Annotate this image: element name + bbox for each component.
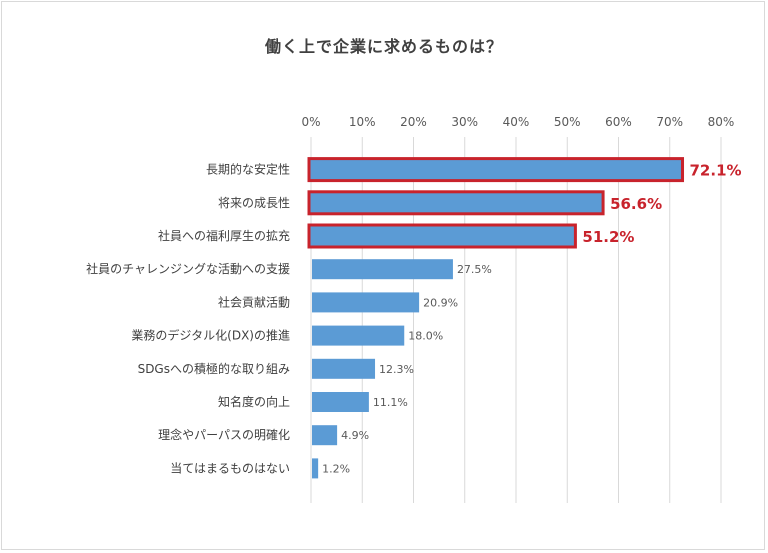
highlighted-bar <box>307 223 577 249</box>
data-label: 11.1% <box>373 396 408 409</box>
category-label: 社員のチャレンジングな活動への支援 <box>86 261 290 276</box>
data-label: 20.9% <box>423 296 458 309</box>
highlighted-bar <box>307 157 685 183</box>
x-tick-label: 50% <box>554 115 581 129</box>
x-tick-label: 30% <box>451 115 478 129</box>
data-label: 27.5% <box>457 263 492 276</box>
data-label: 56.6% <box>610 195 662 213</box>
x-tick-label: 0% <box>301 115 320 129</box>
bar <box>312 425 338 446</box>
data-label: 12.3% <box>379 363 414 376</box>
bar <box>312 392 369 412</box>
category-label: 長期的な安定性 <box>206 162 290 177</box>
bar <box>312 292 420 313</box>
x-tick-label: 70% <box>656 115 683 129</box>
category-label: 知名度の向上 <box>218 394 290 409</box>
data-label: 51.2% <box>582 228 634 246</box>
data-label: 18.0% <box>408 330 443 343</box>
category-label: 将来の成長性 <box>218 196 290 210</box>
category-label: 当てはまるものはない <box>170 461 290 475</box>
bar <box>312 259 453 280</box>
bar <box>312 358 376 379</box>
x-tick-label: 20% <box>400 115 427 129</box>
category-label: 理念やパーパスの明確化 <box>158 427 290 442</box>
category-label: 社会貢献活動 <box>218 294 290 309</box>
data-label: 1.2% <box>322 462 350 475</box>
data-label: 4.9% <box>341 429 369 442</box>
chart-title: 働く上で企業に求めるものは？ <box>264 37 503 56</box>
x-tick-label: 80% <box>708 115 735 129</box>
category-label: SDGsへの積極的な取り組み <box>138 361 290 376</box>
x-tick-label: 10% <box>349 115 376 129</box>
data-label: 72.1% <box>690 162 742 180</box>
category-label: 社員への福利厚生の拡充 <box>158 228 290 243</box>
x-tick-label: 60% <box>605 115 632 129</box>
x-tick-label: 40% <box>503 115 530 129</box>
bar <box>312 458 319 479</box>
category-label: 業務のデジタル化(DX)の推進 <box>131 328 290 343</box>
highlighted-bar <box>307 190 605 216</box>
bar <box>312 325 405 346</box>
